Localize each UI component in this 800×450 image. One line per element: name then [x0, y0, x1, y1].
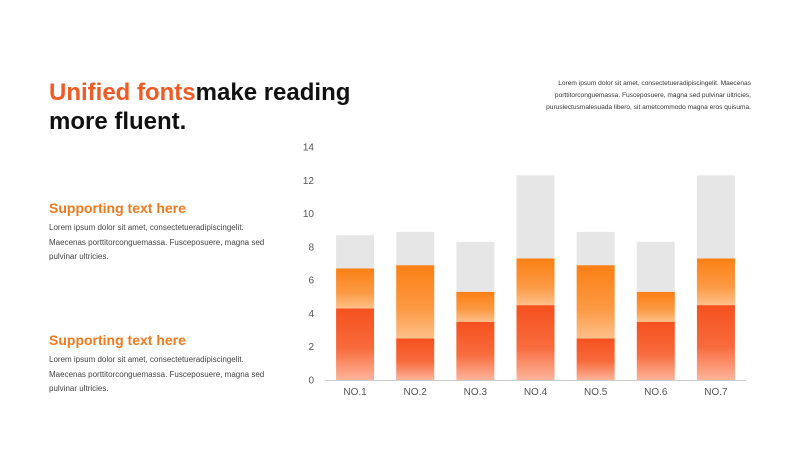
- bar-segment-top: [516, 175, 555, 259]
- section-2-title: Supporting text here: [49, 332, 186, 348]
- bar-segment-bottom: [576, 338, 615, 380]
- headline: Unified fontsmake reading more fluent.: [49, 78, 369, 136]
- y-tick-label: 0: [308, 376, 314, 387]
- y-tick-label: 14: [303, 143, 315, 154]
- x-tick-label: NO.7: [704, 387, 728, 398]
- bar-segment-middle: [456, 291, 495, 322]
- bar-segment-middle: [696, 258, 735, 306]
- bar-segment-top: [576, 231, 615, 266]
- bar-segment-middle: [636, 291, 675, 322]
- x-tick-label: NO.6: [644, 387, 668, 398]
- y-tick-label: 12: [303, 176, 315, 187]
- y-tick-label: 4: [308, 309, 314, 320]
- bar-segment-middle: [576, 265, 615, 339]
- y-tick-label: 2: [308, 342, 314, 353]
- headline-rest: make reading more fluent.: [49, 79, 351, 135]
- y-axis-ticks: 0 2 4 6 8 10 12 14: [303, 143, 315, 387]
- bar-segment-top: [396, 231, 435, 266]
- y-tick-label: 8: [308, 242, 314, 253]
- section-2-body: Lorem ipsum dolor sit amet, consectetuer…: [49, 355, 265, 393]
- headline-accent: Unified fonts: [49, 79, 196, 106]
- bar-segment-bottom: [396, 338, 435, 380]
- bar-segment-bottom: [336, 308, 375, 380]
- bar-segment-top: [636, 241, 675, 292]
- x-tick-label: NO.3: [464, 387, 488, 398]
- bar-segment-bottom: [456, 321, 495, 380]
- bar-segment-middle: [396, 265, 435, 339]
- bar-segment-top: [336, 235, 375, 269]
- y-tick-label: 10: [303, 209, 315, 220]
- x-tick-label: NO.1: [343, 387, 367, 398]
- x-tick-label: NO.4: [524, 387, 548, 398]
- bar-segment-bottom: [696, 305, 735, 380]
- x-tick-label: NO.2: [404, 387, 428, 398]
- bar-segment-bottom: [516, 305, 555, 380]
- bar-segment-middle: [516, 258, 555, 306]
- section-1-body: Lorem ipsum dolor sit amet, consectetuer…: [49, 223, 265, 261]
- bar-segment-top: [456, 241, 495, 292]
- intro-paragraph: Lorem ipsum dolor sit amet, consectetuer…: [546, 80, 751, 111]
- bars: [336, 175, 735, 380]
- bar-segment-bottom: [636, 321, 675, 380]
- x-tick-label: NO.5: [584, 387, 608, 398]
- bar-segment-top: [696, 175, 735, 259]
- y-tick-label: 6: [308, 276, 314, 287]
- x-axis-labels: NO.1 NO.2 NO.3 NO.4 NO.5 NO.6 NO.7: [343, 387, 728, 398]
- section-1-title: Supporting text here: [49, 200, 186, 216]
- bar-segment-middle: [336, 268, 375, 309]
